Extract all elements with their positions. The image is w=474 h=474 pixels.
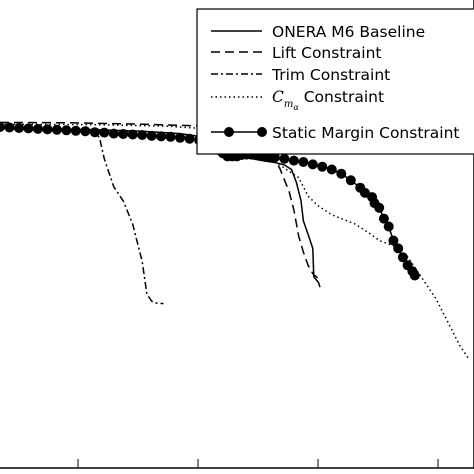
series-line-lift <box>0 121 319 279</box>
data-point-static-margin-42 <box>326 164 337 175</box>
data-point-static-margin-36 <box>269 152 280 163</box>
data-point-static-margin-50 <box>378 213 389 224</box>
data-point-static-margin-57 <box>409 270 420 281</box>
data-point-static-margin-53 <box>393 243 404 254</box>
legend-label-cma: Cmα Constraint <box>272 88 384 112</box>
data-point-static-margin-7 <box>61 125 72 136</box>
data-point-static-margin-8 <box>70 125 81 136</box>
data-point-static-margin-14 <box>127 129 138 140</box>
data-point-static-margin-1 <box>4 122 15 133</box>
data-point-static-margin-15 <box>137 130 148 140</box>
series-line-baseline <box>0 127 321 288</box>
x-axis-ticks <box>77 459 439 467</box>
data-point-static-margin-52 <box>388 235 399 246</box>
data-point-static-margin-17 <box>156 131 167 142</box>
data-point-static-margin-9 <box>80 126 91 137</box>
data-point-static-margin-2 <box>14 123 24 133</box>
legend-label-lift: Lift Constraint <box>272 44 382 62</box>
data-point-static-margin-51 <box>383 221 394 232</box>
legend-cma-sub: m <box>284 99 293 110</box>
data-point-static-margin-3 <box>23 123 34 134</box>
legend: ONERA M6 Baseline Lift Constraint Trim C… <box>196 8 474 155</box>
data-point-static-margin-6 <box>51 124 62 135</box>
legend-label-baseline: ONERA M6 Baseline <box>272 23 425 41</box>
data-point-static-margin-38 <box>288 155 299 166</box>
data-point-static-margin-16 <box>146 130 157 141</box>
data-point-static-margin-18 <box>165 131 176 142</box>
legend-marker-static-margin-left <box>224 127 234 137</box>
data-point-static-margin-0 <box>0 122 5 132</box>
data-point-static-margin-37 <box>279 153 290 164</box>
series-layer <box>0 121 470 361</box>
legend-box <box>196 8 474 155</box>
legend-cma-suffix: Constraint <box>299 88 384 106</box>
data-point-static-margin-44 <box>345 175 356 186</box>
data-point-static-margin-13 <box>118 129 129 139</box>
legend-label-trim: Trim Constraint <box>271 66 390 84</box>
legend-cma-subsub: α <box>293 103 299 112</box>
legend-marker-static-margin-right <box>257 127 267 137</box>
legend-label-static-margin: Static Margin Constraint <box>272 124 459 142</box>
data-point-static-margin-41 <box>317 161 328 172</box>
data-point-static-margin-10 <box>89 127 100 138</box>
data-point-static-margin-11 <box>99 127 110 138</box>
data-point-static-margin-4 <box>32 123 43 134</box>
data-point-static-margin-39 <box>298 157 309 167</box>
data-point-static-margin-20 <box>184 133 195 144</box>
data-point-static-margin-54 <box>397 252 408 263</box>
data-point-static-margin-12 <box>108 128 119 139</box>
legend-cma-symbol: C <box>272 88 284 106</box>
data-point-static-margin-5 <box>42 124 53 135</box>
data-point-static-margin-49 <box>374 202 385 213</box>
data-point-static-margin-40 <box>307 159 318 170</box>
data-point-static-margin-19 <box>175 132 186 143</box>
data-point-static-margin-43 <box>336 168 347 179</box>
series-line-trim <box>0 127 164 305</box>
